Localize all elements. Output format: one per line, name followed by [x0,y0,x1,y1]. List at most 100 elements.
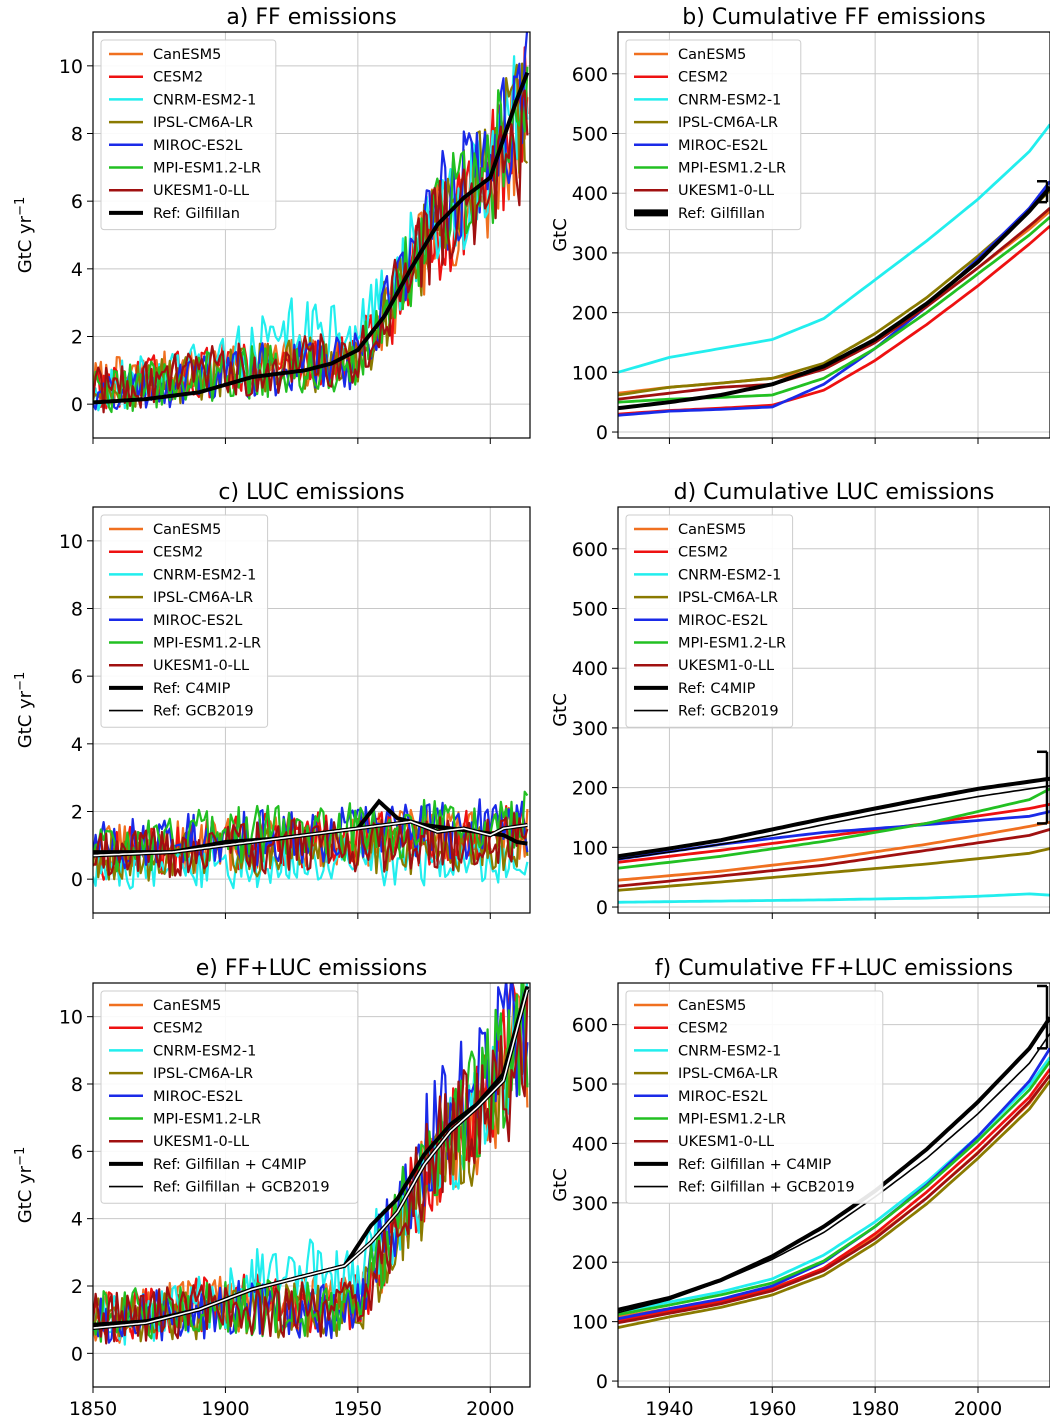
legend-label: MIROC-ES2L [678,613,767,629]
legend-label: CESM2 [153,545,203,561]
plot-area [618,123,1050,417]
legend-label: CESM2 [153,1021,203,1037]
x-tick-label: 2000 [954,1398,1002,1420]
y-tick-label: 10 [59,56,83,78]
series-line-UKESM1-0-LL [93,89,529,414]
legend-label: MIROC-ES2L [153,138,242,154]
legend-label: CNRM-ESM2-1 [153,1043,256,1059]
axes-frame [92,982,531,1388]
legend-label: MPI-ESM1.2-LR [153,161,261,177]
series-line-UKESM1-0-LL [93,991,529,1345]
legend-label: CanESM5 [153,47,221,63]
panel-e: e) FF+LUC emissions 1850 1900 1950 2000 0 2 4 6 8… [13,956,531,1420]
ref-line [618,1016,1050,1312]
plot-area [618,1016,1050,1329]
y-axis-label: GtC yr−1 [13,672,37,749]
legend-label: MPI-ESM1.2-LR [678,161,786,177]
legend-label: CNRM-ESM2-1 [678,567,781,583]
series-line-CanESM5 [618,820,1050,882]
y-tick-label: 200 [572,778,608,800]
legend-label: Ref: Gilfillan + GCB2019 [153,1180,330,1196]
legend-label: CanESM5 [678,522,746,538]
series-line-UKESM1-0-LL [618,207,1050,401]
legend-label: UKESM1-0-LL [153,183,249,199]
axes-frame [617,506,1050,914]
legend-label: Ref: GCB2019 [153,704,254,720]
legend-box [100,39,277,231]
legend-label: MPI-ESM1.2-LR [153,1112,261,1128]
panel-title: f) Cumulative FF+LUC emissions [655,956,1013,981]
x-tick-label: 1950 [334,1398,382,1420]
plot-area [618,776,1050,904]
y-tick-label: 0 [596,897,608,919]
panel-f: f) Cumulative FF+LUC emissions 1940 1960 19… [550,956,1050,1420]
legend-label: MPI-ESM1.2-LR [153,636,261,652]
y-tick-label: 500 [572,1074,608,1096]
plot-area [93,32,530,414]
legend-box [100,990,359,1204]
legend-box [625,990,884,1204]
axes-frame [617,31,1050,439]
y-tick-label: 2 [71,327,83,349]
y-tick-label: 0 [71,869,83,891]
y-tick-label: 200 [572,303,608,325]
legend-label: Ref: Gilfillan [153,206,240,222]
y-tick-label: 600 [572,1015,608,1037]
y-axis-label: GtC [550,1168,571,1202]
legend: CanESM5 CESM2 CNRM-ESM2-1 IPSL-CM6A-LR MIROC… [625,990,884,1204]
y-tick-label: 0 [596,422,608,444]
panel-title: a) FF emissions [226,5,396,30]
legend: CanESM5 CESM2 CNRM-ESM2-1 IPSL-CM6A-LR MIROC… [100,514,269,728]
legend-label: MPI-ESM1.2-LR [678,1112,786,1128]
legend-label: CESM2 [678,545,728,561]
legend-label: UKESM1-0-LL [153,658,249,674]
legend-label: IPSL-CM6A-LR [153,590,253,606]
x-tick-label: 1940 [645,1398,693,1420]
y-tick-label: 8 [71,1074,83,1096]
legend-label: CNRM-ESM2-1 [678,1043,781,1059]
y-tick-label: 8 [71,124,83,146]
plot-area [93,790,529,890]
ref-line [93,820,528,857]
axes-frame [617,982,1050,1388]
y-tick-label: 300 [572,718,608,740]
panel-title: d) Cumulative LUC emissions [674,480,995,505]
y-tick-label: 0 [596,1371,608,1393]
y-tick-label: 0 [71,1343,83,1365]
ref-line [618,185,1050,411]
legend-label: CanESM5 [678,998,746,1014]
legend-label: CESM2 [678,70,728,86]
series-line-IPSL-CM6A-LR [618,189,1050,397]
axes-frame [92,506,531,914]
legend: CanESM5 CESM2 CNRM-ESM2-1 IPSL-CM6A-LR MIROC… [625,514,794,728]
series-line-UKESM1-0-LL [93,811,529,879]
legend-label: Ref: GCB2019 [678,704,779,720]
y-tick-label: 6 [71,1141,83,1163]
y-tick-label: 200 [572,1252,608,1274]
y-tick-label: 10 [59,1007,83,1029]
y-tick-label: 2 [71,1276,83,1298]
y-tick-label: 6 [71,666,83,688]
y-tick-label: 600 [572,64,608,86]
series-line-CanESM5 [618,210,1050,395]
series-line-MIROC-ES2L [618,180,1050,417]
y-tick-label: 0 [71,394,83,416]
y-tick-label: 6 [71,191,83,213]
legend-label: CNRM-ESM2-1 [678,92,781,108]
x-tick-label: 2000 [466,1398,514,1420]
legend-label: IPSL-CM6A-LR [678,115,778,131]
plot-area [93,983,530,1346]
series-line-MPI-ESM1.2-LR [618,1060,1050,1316]
legend-label: UKESM1-0-LL [678,183,774,199]
y-tick-label: 4 [71,259,83,281]
y-tick-label: 400 [572,183,608,205]
legend: CanESM5 CESM2 CNRM-ESM2-1 IPSL-CM6A-LR MIROC… [625,39,802,231]
legend-label: UKESM1-0-LL [153,1134,249,1150]
legend-label: CNRM-ESM2-1 [153,92,256,108]
series-line-IPSL-CM6A-LR [618,847,1050,892]
y-tick-label: 100 [572,362,608,384]
legend-label: CESM2 [678,1021,728,1037]
y-tick-label: 500 [572,599,608,621]
legend-label: IPSL-CM6A-LR [678,1066,778,1082]
